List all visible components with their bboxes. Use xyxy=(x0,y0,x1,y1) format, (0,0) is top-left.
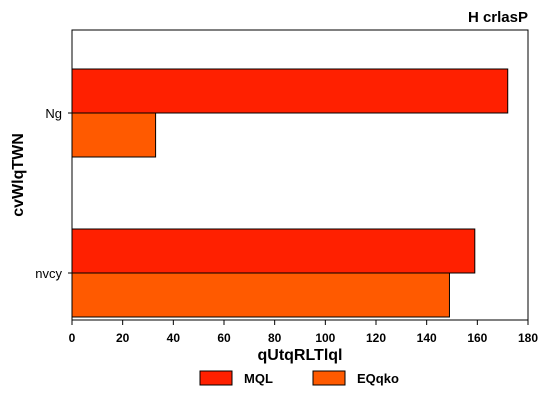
x-tick-label: 0 xyxy=(69,331,76,345)
x-axis: 0 20 40 60 80 100 120 140 160 180 xyxy=(69,320,538,345)
x-tick-label: 140 xyxy=(417,331,437,345)
chart-title: H crlasP xyxy=(468,9,528,26)
bar-EQqko-nvcy xyxy=(71,272,450,318)
legend-swatch xyxy=(199,370,233,386)
legend-label: MQL xyxy=(244,371,273,386)
x-tick-label: 80 xyxy=(268,331,282,345)
bars-layer xyxy=(71,68,509,318)
legend-label: EQqko xyxy=(357,371,399,386)
y-axis: Ng nvcy xyxy=(35,106,72,281)
x-axis-label: qUtqRLTlql xyxy=(257,347,342,364)
x-tick-label: 100 xyxy=(315,331,335,345)
bar-MQL-Ng xyxy=(71,68,509,114)
x-tick-label: 180 xyxy=(518,331,538,345)
y-tick-label: Ng xyxy=(45,106,62,121)
bar-EQqko-Ng xyxy=(71,112,157,158)
x-tick-label: 20 xyxy=(116,331,130,345)
x-tick-label: 40 xyxy=(167,331,181,345)
x-tick-label: 160 xyxy=(467,331,487,345)
x-tick-label: 120 xyxy=(366,331,386,345)
plot-frame xyxy=(71,29,529,321)
legend: MQL EQqko xyxy=(199,370,399,386)
bar-MQL-nvcy xyxy=(71,228,476,274)
legend-swatch xyxy=(312,370,346,386)
x-tick-label: 60 xyxy=(217,331,231,345)
y-axis-label: cvWlqTWN xyxy=(10,133,27,217)
y-tick-label: nvcy xyxy=(35,266,62,281)
